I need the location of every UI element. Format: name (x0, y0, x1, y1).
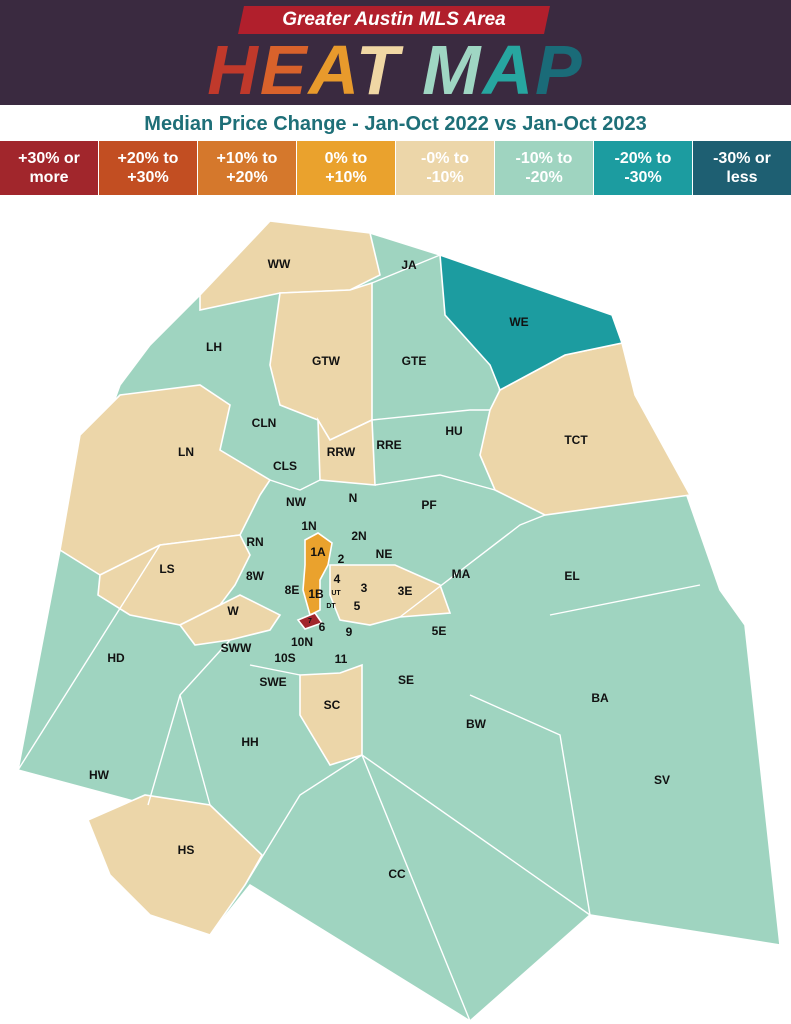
label-11: 11 (335, 652, 348, 666)
title-letter: A (482, 31, 535, 109)
title-letter: P (535, 31, 584, 109)
label-sv: SV (654, 773, 670, 787)
region-1a-1b (302, 532, 333, 617)
label-9: 9 (346, 625, 353, 639)
region-w (178, 594, 282, 646)
legend-item: +20% to +30% (99, 141, 198, 195)
legend-item: +10% to +20% (198, 141, 297, 195)
label-w: W (227, 604, 239, 618)
label-gte: GTE (402, 354, 427, 368)
legend-item: -30% or less (693, 141, 791, 195)
label-6: 6 (319, 620, 326, 634)
region-ls (97, 534, 251, 626)
title-letter: A (308, 31, 356, 109)
label-cc: CC (388, 867, 406, 881)
label-3e: 3E (398, 584, 413, 598)
label-swe: SWE (259, 675, 286, 689)
label-el: EL (564, 569, 579, 583)
title-letter: T (355, 31, 401, 109)
label-hd: HD (107, 651, 125, 665)
label-tct: TCT (564, 433, 588, 447)
label-2n: 2N (351, 529, 366, 543)
label-ut: UT (331, 590, 341, 597)
subtitle: Median Price Change - Jan-Oct 2022 vs Ja… (144, 113, 647, 135)
region-base (17, 220, 781, 1022)
banner-text: Greater Austin MLS Area (282, 9, 506, 30)
title-letter: E (259, 31, 309, 109)
title-letter: M (422, 31, 483, 109)
label-we: WE (509, 315, 528, 329)
boundaries (17, 254, 701, 1022)
label-ww: WW (268, 257, 291, 271)
label-bw: BW (466, 717, 487, 731)
region-ww (199, 220, 381, 311)
label-pf: PF (421, 498, 436, 512)
label-2: 2 (338, 552, 345, 566)
label-sc: SC (324, 698, 341, 712)
label-1a: 1A (310, 545, 326, 559)
label-8e: 8E (285, 583, 300, 597)
label-ja: JA (401, 258, 417, 272)
label-ba: BA (591, 691, 609, 705)
label-hh: HH (241, 735, 258, 749)
label-hu: HU (445, 424, 462, 438)
legend-item: -20% to -30% (594, 141, 693, 195)
label-dt: DT (326, 603, 336, 610)
region-we (439, 253, 624, 392)
legend-item: -0% to -10% (396, 141, 495, 195)
region-rrw (317, 416, 376, 486)
legend-item: 0% to +10% (297, 141, 396, 195)
label-cls: CLS (273, 459, 297, 473)
label-sww: SWW (221, 641, 252, 655)
label-ma: MA (452, 567, 471, 581)
label-lh: LH (206, 340, 222, 354)
label-rrw: RRW (327, 445, 356, 459)
label-8w: 8W (246, 569, 265, 583)
label-1n: 1N (301, 519, 316, 533)
label-cln: CLN (252, 416, 277, 430)
label-ls: LS (159, 562, 174, 576)
label-hw: HW (89, 768, 110, 782)
label-3: 3 (361, 581, 368, 595)
title-letter (401, 31, 422, 109)
label-7: 7 (308, 618, 312, 625)
label-hs: HS (178, 843, 195, 857)
region-7 (296, 612, 324, 630)
label-10n: 10N (291, 635, 313, 649)
label-nw: NW (286, 495, 307, 509)
legend-item: -10% to -20% (495, 141, 594, 195)
label-5: 5 (354, 599, 361, 613)
region-labels: WW JA WE LH GTW GTE TCT CLN LN RRW RRE H… (89, 257, 670, 881)
label-ne: NE (376, 547, 393, 561)
label-5e: 5E (432, 624, 447, 638)
legend: +30% or more +20% to +30% +10% to +20% 0% t… (0, 141, 791, 195)
label-ln: LN (178, 445, 194, 459)
label-gtw: GTW (312, 354, 341, 368)
heat-map: WW JA WE LH GTW GTE TCT CLN LN RRW RRE H… (17, 220, 781, 1022)
label-se: SE (398, 673, 414, 687)
label-n: N (349, 491, 358, 505)
legend-item: +30% or more (0, 141, 99, 195)
label-4: 4 (334, 572, 341, 586)
label-rn: RN (246, 535, 263, 549)
label-10s: 10S (274, 651, 295, 665)
heat-map-title: HEAT MAP (0, 30, 791, 110)
label-1b: 1B (308, 587, 324, 601)
title-letter: H (207, 31, 260, 109)
label-rre: RRE (376, 438, 401, 452)
